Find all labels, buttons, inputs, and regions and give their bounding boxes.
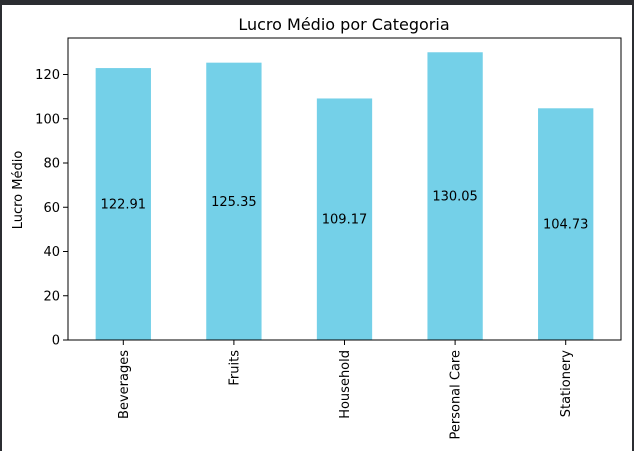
data-label: 125.35 (211, 195, 257, 210)
x-tick-label: Stationery (559, 350, 574, 418)
bar (95, 68, 151, 340)
data-label: 104.73 (543, 218, 589, 233)
bar (206, 62, 262, 341)
data-labels: 122.91 125.35 109.17 130.05 104.73 (101, 190, 589, 233)
plot-frame (67, 37, 622, 341)
y-tick-label: 120 (35, 68, 60, 83)
data-label: 130.05 (432, 190, 478, 205)
y-axis-label: Lucro Médio (11, 151, 26, 230)
y-tick-label: 100 (35, 112, 60, 127)
data-label: 122.91 (101, 198, 147, 213)
y-tick-label: 40 (43, 245, 60, 260)
bar (427, 52, 483, 341)
chart-title: Lucro Médio por Categoria (238, 15, 449, 34)
x-tick-label: Fruits (227, 350, 242, 386)
data-label: 109.17 (322, 213, 368, 228)
y-axis-ticks: 0 20 40 60 80 100 120 (35, 68, 68, 349)
bars (95, 52, 594, 341)
x-axis-ticks: Beverages Fruits Household Personal Care Sta… (117, 340, 574, 439)
x-tick-label: Household (338, 350, 353, 419)
bar-chart: Lucro Médio por Categoria Lucro Médio 0 2… (11, 15, 622, 439)
bar (316, 98, 373, 341)
y-tick-label: 60 (43, 201, 60, 216)
y-tick-label: 0 (52, 334, 60, 349)
y-tick-label: 20 (43, 289, 60, 304)
y-tick-label: 80 (43, 157, 60, 172)
x-tick-label: Beverages (117, 350, 132, 419)
bar (538, 108, 594, 340)
x-tick-label: Personal Care (449, 350, 464, 440)
chart-window: Lucro Médio por Categoria Lucro Médio 0 2… (2, 5, 632, 451)
